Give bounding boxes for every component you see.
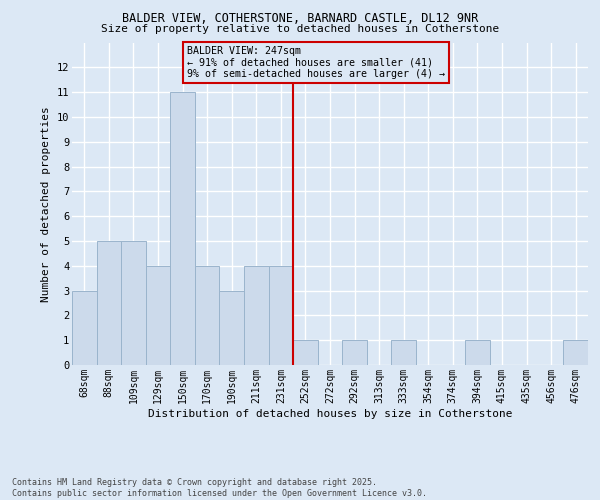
Text: BALDER VIEW: 247sqm
← 91% of detached houses are smaller (41)
9% of semi-detache: BALDER VIEW: 247sqm ← 91% of detached ho… — [187, 46, 445, 80]
Bar — [563, 340, 588, 365]
Text: BALDER VIEW, COTHERSTONE, BARNARD CASTLE, DL12 9NR: BALDER VIEW, COTHERSTONE, BARNARD CASTLE… — [122, 12, 478, 26]
Bar — [170, 92, 195, 365]
Bar — [465, 340, 490, 365]
Bar — [121, 241, 146, 365]
Bar — [391, 340, 416, 365]
Y-axis label: Number of detached properties: Number of detached properties — [41, 106, 51, 302]
Bar — [293, 340, 318, 365]
Bar — [97, 241, 121, 365]
X-axis label: Distribution of detached houses by size in Cotherstone: Distribution of detached houses by size … — [148, 408, 512, 418]
Bar — [220, 290, 244, 365]
Bar — [72, 290, 97, 365]
Bar — [146, 266, 170, 365]
Bar — [244, 266, 269, 365]
Bar — [269, 266, 293, 365]
Bar — [342, 340, 367, 365]
Text: Contains HM Land Registry data © Crown copyright and database right 2025.
Contai: Contains HM Land Registry data © Crown c… — [12, 478, 427, 498]
Bar — [195, 266, 220, 365]
Text: Size of property relative to detached houses in Cotherstone: Size of property relative to detached ho… — [101, 24, 499, 34]
